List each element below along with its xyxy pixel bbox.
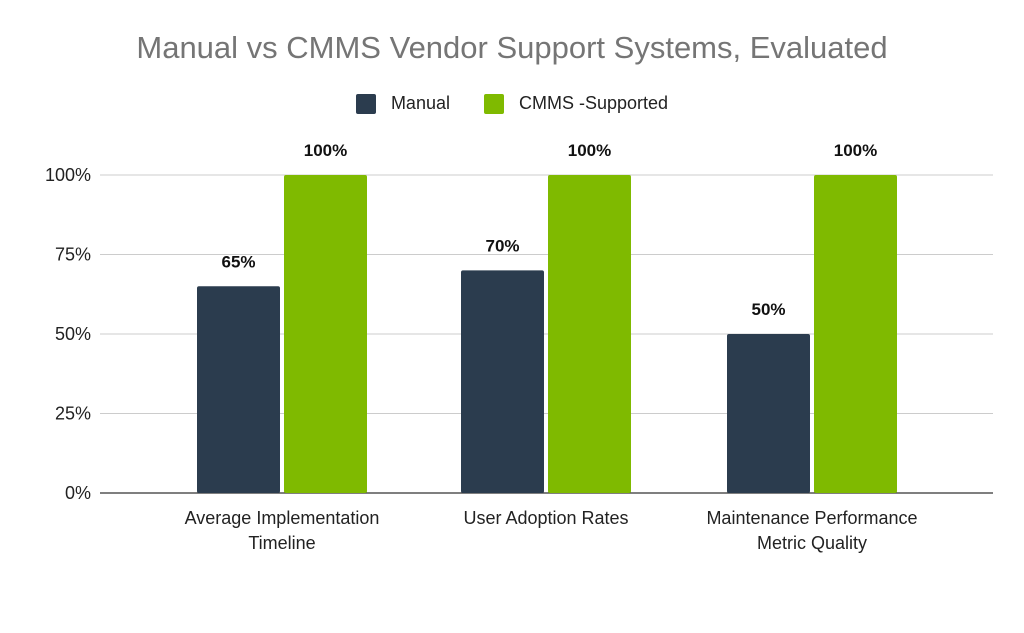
- data-label: 100%: [304, 141, 347, 160]
- data-label: 70%: [485, 236, 519, 255]
- data-label: 50%: [751, 300, 785, 319]
- y-tick-label: 25%: [55, 404, 91, 424]
- bar-cmms: [814, 175, 897, 493]
- y-tick-label: 100%: [45, 165, 91, 185]
- legend: Manual CMMS -Supported: [0, 93, 1024, 114]
- bar-cmms: [284, 175, 367, 493]
- legend-item-cmms: CMMS -Supported: [483, 93, 669, 114]
- bar-manual: [727, 334, 810, 493]
- x-tick-label: User Adoption Rates: [463, 508, 629, 528]
- chart-title: Manual vs CMMS Vendor Support Systems, E…: [136, 30, 888, 65]
- bar-manual: [197, 286, 280, 493]
- legend-swatch-cmms: [483, 93, 504, 114]
- y-tick-label: 0%: [65, 483, 91, 503]
- x-tick-label: Average Implementation Timeline: [184, 508, 380, 553]
- bar-manual: [461, 270, 544, 493]
- legend-label-manual: Manual: [390, 93, 450, 113]
- y-tick-label: 50%: [55, 324, 91, 344]
- y-tick-label: 75%: [55, 245, 91, 265]
- data-label: 100%: [834, 141, 877, 160]
- x-tick-label: Maintenance Performance Metric Quality: [706, 508, 918, 553]
- legend-label-cmms: CMMS -Supported: [518, 93, 669, 113]
- bar-cmms: [548, 175, 631, 493]
- legend-item-manual: Manual: [355, 93, 450, 114]
- data-label: 100%: [568, 141, 611, 160]
- legend-swatch-manual: [355, 93, 376, 114]
- data-label: 65%: [221, 252, 255, 271]
